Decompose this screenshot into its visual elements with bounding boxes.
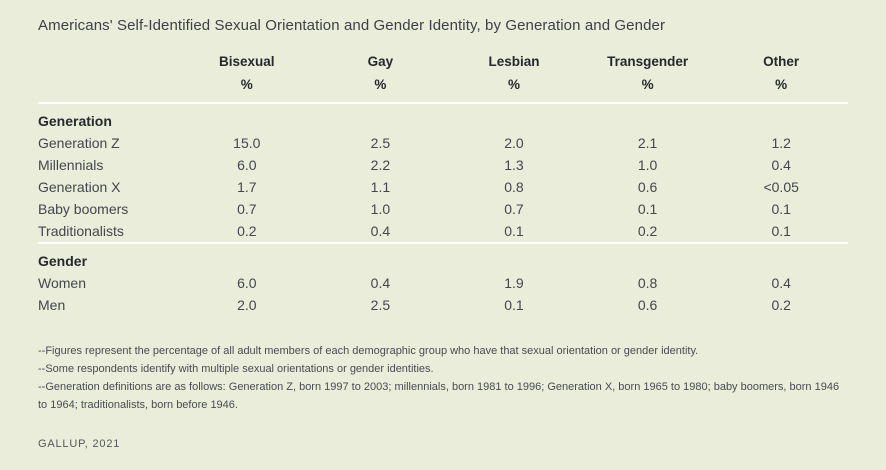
footnote: --Generation definitions are as follows:… xyxy=(38,381,840,411)
cell: 0.4 xyxy=(370,223,391,239)
row-label: Traditionalists xyxy=(38,223,124,239)
cell: 0.1 xyxy=(504,223,524,239)
cell: 6.0 xyxy=(237,157,257,173)
cell: <0.05 xyxy=(763,179,799,195)
cell: 0.7 xyxy=(237,201,257,217)
cell: 0.4 xyxy=(771,275,791,291)
cell: 0.8 xyxy=(637,275,658,291)
section-header-generation: Generation xyxy=(38,102,848,132)
table-row-generation-x: Generation X 1.7 1.1 0.8 0.6 <0.05 xyxy=(38,176,848,198)
section-label: Generation xyxy=(38,102,848,132)
cell: 1.2 xyxy=(771,135,791,151)
footnote: --Figures represent the percentage of al… xyxy=(38,345,699,357)
table-row-men: Men 2.0 2.5 0.1 0.6 0.2 xyxy=(38,294,848,316)
cell: 2.2 xyxy=(370,157,391,173)
cell: 0.2 xyxy=(237,223,257,239)
data-table: Bisexual Gay Lesbian Transgender Other %… xyxy=(38,50,848,316)
cell: 0.7 xyxy=(504,201,524,217)
column-header-row: Bisexual Gay Lesbian Transgender Other xyxy=(38,50,848,75)
table-row-millennials: Millennials 6.0 2.2 1.3 1.0 0.4 xyxy=(38,154,848,176)
cell: 1.0 xyxy=(370,201,391,217)
cell: 1.7 xyxy=(237,179,257,195)
corner-cell xyxy=(38,75,180,103)
unit-percent: % xyxy=(374,77,387,92)
unit-percent: % xyxy=(240,77,253,92)
corner-cell xyxy=(38,50,180,75)
cell: 1.9 xyxy=(504,275,524,291)
footnotes: --Figures represent the percentage of al… xyxy=(38,342,850,414)
cell: 2.5 xyxy=(370,297,391,313)
unit-percent: % xyxy=(507,77,520,92)
source-credit: GALLUP, 2021 xyxy=(38,438,121,450)
unit-percent: % xyxy=(641,77,654,92)
row-label: Generation X xyxy=(38,179,121,195)
column-header-other: Other xyxy=(763,54,800,69)
cell: 0.4 xyxy=(370,275,391,291)
row-label: Men xyxy=(38,297,66,313)
table-row-baby-boomers: Baby boomers 0.7 1.0 0.7 0.1 0.1 xyxy=(38,198,848,220)
gallup-table-page: Americans' Self-Identified Sexual Orient… xyxy=(38,17,850,450)
column-header-gay: Gay xyxy=(367,54,394,69)
cell: 0.6 xyxy=(637,297,658,313)
cell: 0.2 xyxy=(637,223,658,239)
cell: 2.0 xyxy=(504,135,524,151)
cell: 0.4 xyxy=(771,157,791,173)
table-row-generation-z: Generation Z 15.0 2.5 2.0 2.1 1.2 xyxy=(38,132,848,154)
row-label: Women xyxy=(38,275,86,291)
column-header-transgender: Transgender xyxy=(607,54,689,69)
table-row-traditionalists: Traditionalists 0.2 0.4 0.1 0.2 0.1 xyxy=(38,220,848,243)
row-label: Generation Z xyxy=(38,135,120,151)
cell: 2.5 xyxy=(370,135,391,151)
cell: 2.1 xyxy=(637,135,658,151)
section-label: Gender xyxy=(38,242,848,272)
page-title: Americans' Self-Identified Sexual Orient… xyxy=(38,17,666,34)
cell: 0.1 xyxy=(771,201,791,217)
footnote: --Some respondents identify with multipl… xyxy=(38,363,434,375)
cell: 0.1 xyxy=(637,201,658,217)
row-label: Baby boomers xyxy=(38,201,129,217)
cell: 1.0 xyxy=(637,157,658,173)
cell: 0.2 xyxy=(771,297,791,313)
cell: 0.6 xyxy=(637,179,658,195)
column-header-lesbian: Lesbian xyxy=(488,54,540,69)
table-row-women: Women 6.0 0.4 1.9 0.8 0.4 xyxy=(38,272,848,294)
cell: 2.0 xyxy=(237,297,257,313)
section-header-gender: Gender xyxy=(38,242,848,272)
cell: 1.1 xyxy=(370,179,391,195)
column-header-bisexual: Bisexual xyxy=(219,54,275,69)
cell: 6.0 xyxy=(237,275,257,291)
row-label: Millennials xyxy=(38,157,104,173)
cell: 0.1 xyxy=(771,223,791,239)
cell: 1.3 xyxy=(504,157,524,173)
cell: 15.0 xyxy=(233,135,261,151)
cell: 0.8 xyxy=(504,179,524,195)
unit-row: % % % % % xyxy=(38,75,848,103)
cell: 0.1 xyxy=(504,297,524,313)
unit-percent: % xyxy=(775,77,788,92)
